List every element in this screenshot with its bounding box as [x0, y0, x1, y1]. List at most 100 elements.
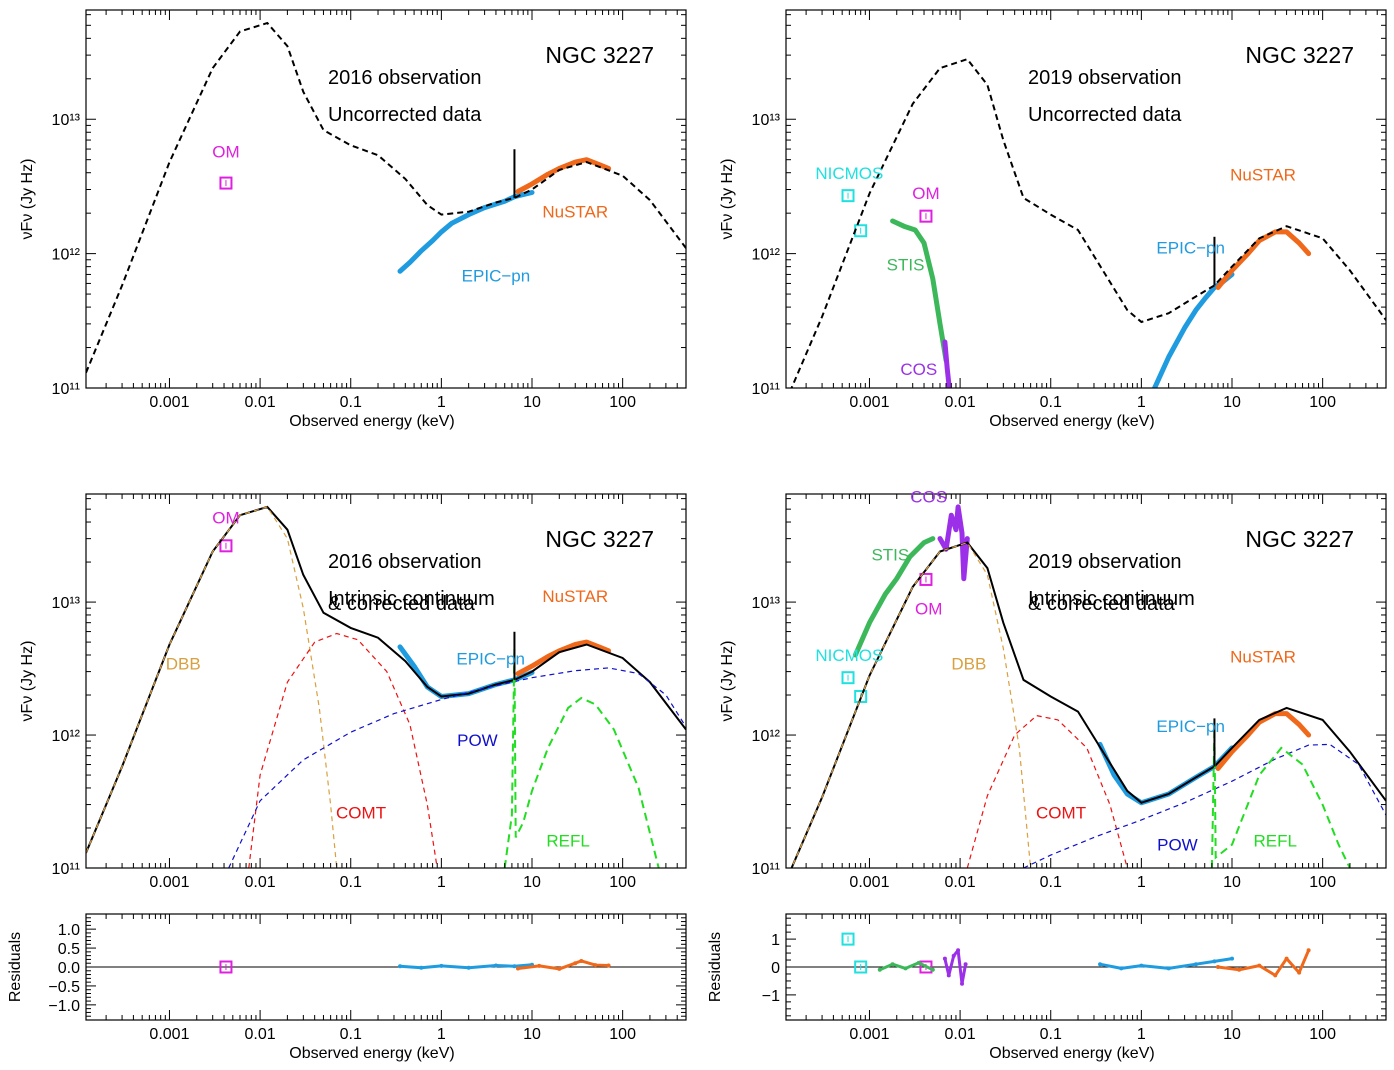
x-tick-label: 0.001: [149, 874, 189, 891]
y-tick-label: 10¹¹: [52, 861, 80, 878]
x-tick-label: 0.1: [340, 874, 362, 891]
plot-area: [86, 21, 686, 374]
data-point: [901, 224, 906, 229]
series-comt: [966, 714, 1128, 868]
data-point: [493, 963, 498, 968]
description-label: Intrinsic continuum: [328, 588, 495, 610]
series-label: COS: [900, 360, 937, 379]
data-point: [1284, 711, 1289, 716]
series-label: DBB: [951, 655, 986, 674]
data-point: [960, 981, 965, 986]
data-point: [407, 260, 412, 265]
data-curve: [942, 339, 952, 388]
plot-area: [790, 58, 1386, 388]
data-point: [953, 527, 958, 532]
marker-square: [219, 176, 233, 190]
panel-bottom-right: 0.001 0.01 0.1 1 10 100 10¹¹ 10¹² 10¹³ νFν (Jy Hz…: [719, 488, 1387, 891]
x-tick-label: 0.1: [340, 394, 362, 411]
y-axis-label: Residuals: [707, 932, 724, 1002]
series-om: [219, 176, 233, 190]
series-epicpn: [1152, 271, 1235, 388]
series-label: POW: [1157, 836, 1198, 855]
data-point: [584, 157, 589, 162]
data-point: [1297, 970, 1302, 975]
data-point: [890, 962, 895, 967]
data-point: [1284, 956, 1289, 961]
series-dbb: [790, 541, 1032, 868]
data-point: [946, 973, 951, 978]
marker-square: [854, 689, 868, 703]
data-point: [1193, 962, 1198, 967]
data-point: [1139, 963, 1144, 968]
observation-label: 2019 observation: [1028, 551, 1181, 573]
data-curve: [515, 639, 612, 677]
data-point: [965, 536, 970, 541]
x-axis-label: Observed energy (keV): [289, 413, 454, 430]
series-nicmos: [841, 932, 868, 974]
series-nustar: [1215, 229, 1312, 290]
data-point: [894, 576, 899, 581]
data-point: [867, 620, 872, 625]
x-axis-label: Observed energy (keV): [989, 413, 1154, 430]
series-label: OM: [915, 599, 942, 618]
data-point: [398, 644, 403, 649]
y-tick-label: −1.0: [48, 998, 80, 1015]
series-label: NuSTAR: [1230, 166, 1296, 185]
series-label: NICMOS: [815, 646, 883, 665]
series-label: EPIC−pn: [1156, 717, 1225, 736]
x-tick-label: 1: [1137, 1026, 1146, 1043]
series-om: [919, 572, 933, 586]
y-tick-label: 10¹³: [752, 595, 781, 612]
data-point: [1119, 966, 1124, 971]
series-dbb: [86, 506, 338, 868]
y-tick-label: 10¹²: [752, 247, 781, 264]
data-point: [956, 948, 961, 953]
marker-square: [219, 539, 233, 553]
data-point: [1297, 722, 1302, 727]
x-tick-label: 0.01: [245, 874, 276, 891]
x-axis-label: Observed energy (keV): [289, 1045, 454, 1062]
series-model: [86, 505, 686, 854]
series-nustar: [1215, 711, 1312, 771]
data-point: [530, 190, 535, 195]
series-pow: [228, 667, 686, 868]
data-point: [1306, 251, 1311, 256]
y-ticks: [786, 498, 1386, 869]
x-tick-label: 0.001: [849, 394, 889, 411]
data-point: [466, 965, 471, 970]
y-axis-label: νFν (Jy Hz): [19, 159, 36, 240]
series-nustar: [515, 157, 612, 194]
series-label: EPIC−pn: [456, 649, 525, 668]
x-ticks: [805, 914, 1387, 1020]
marker-square: [841, 932, 855, 946]
y-ticks: [786, 917, 1386, 1017]
data-point: [1230, 749, 1235, 754]
series-label: NuSTAR: [542, 587, 608, 606]
data-point: [579, 958, 584, 963]
x-tick-label: 100: [1309, 874, 1336, 891]
data-point: [1257, 963, 1262, 968]
data-point: [515, 671, 520, 676]
x-ticks: [805, 10, 1387, 388]
x-tick-label: 1: [437, 874, 446, 891]
data-point: [1202, 296, 1207, 301]
marker-square: [919, 209, 933, 223]
series-comt: [248, 632, 438, 868]
plot-area: [86, 505, 686, 868]
data-point: [913, 227, 918, 232]
y-tick-label: −0.5: [48, 979, 80, 996]
data-point: [430, 238, 435, 243]
marker-square: [919, 960, 933, 974]
marker-square: [841, 671, 855, 685]
data-point: [916, 960, 921, 965]
data-curve: [1216, 948, 1311, 977]
series-nustar: [515, 639, 612, 677]
data-point: [942, 339, 947, 344]
data-point: [482, 205, 487, 210]
y-tick-label: 10¹¹: [752, 861, 780, 878]
data-point: [1212, 959, 1217, 964]
panel-residuals-left: 0.001 0.01 0.1 1 10 100 Observed energy (keV) 1…: [7, 913, 687, 1062]
data-point: [1215, 965, 1220, 969]
